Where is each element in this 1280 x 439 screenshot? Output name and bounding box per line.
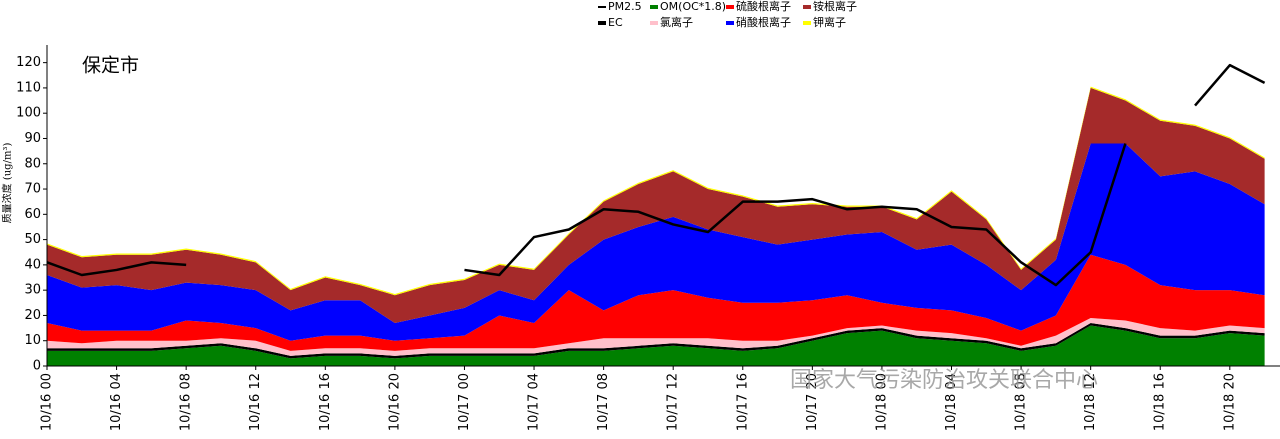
x-tick-label: 10/18 16 [1153, 373, 1168, 431]
x-tick-label: 10/17 04 [527, 373, 542, 431]
x-tick-label: 10/18 08 [1014, 373, 1029, 431]
areas [47, 86, 1265, 366]
x-tick-label: 10/18 12 [1083, 373, 1098, 431]
y-tick-label: 80 [24, 156, 41, 171]
x-tick-label: 10/16 12 [248, 373, 263, 431]
x-tick-label: 10/18 20 [1222, 373, 1237, 431]
watermark: 国家大气污染防治攻关联合中心 [790, 368, 1098, 393]
y-tick-label: 90 [24, 131, 41, 146]
line [46, 63, 1266, 287]
x-tick-label: 10/17 20 [805, 373, 820, 431]
x-tick-label: 10/16 00 [40, 373, 55, 431]
x-tick-label: 10/17 16 [735, 373, 750, 431]
legend-label: 钾离子 [813, 15, 846, 29]
y-tick-label: 110 [16, 80, 41, 95]
x-tick-label: 10/17 12 [666, 373, 681, 431]
y-tick-label: 120 [16, 55, 41, 70]
x-tick-label: 10/16 16 [318, 373, 333, 431]
y-tick-label: 60 [24, 207, 41, 222]
y-tick-label: 0 [33, 359, 41, 374]
x-tick-label: 10/17 00 [457, 373, 472, 431]
chart-title: 保定市 [82, 55, 139, 77]
y-tick-label: 40 [24, 257, 41, 272]
y-tick-label: 10 [24, 333, 41, 348]
x-tick-label: 10/18 00 [874, 373, 889, 431]
area [47, 254, 1265, 351]
axes: 0 10 20 30 40 50 60 70 80 90 100 110 120 10/16 00 10/1… [16, 0, 1280, 431]
x-tick-label: 10/17 08 [596, 373, 611, 431]
legend-label: 硝酸根离子 [736, 15, 791, 29]
area [47, 143, 1265, 341]
legend-label: 硫酸根离子 [736, 0, 791, 13]
legend-label: 氯离子 [660, 15, 693, 29]
x-tick-label: 10/16 08 [179, 373, 194, 431]
legend-label: 铵根离子 [813, 0, 857, 13]
y-tick-label: 30 [24, 283, 41, 298]
y-tick-label: 70 [24, 182, 41, 197]
area [47, 87, 1265, 324]
y-axis-label: 质量浓度 (ug/m³) [1, 143, 14, 224]
y-tick-label: 100 [16, 106, 41, 121]
y-tick-label: 50 [24, 232, 41, 247]
legend-label: EC [608, 16, 623, 29]
x-tick-label: 10/18 04 [944, 373, 959, 431]
legend-label: OM(OC*1.8) [660, 0, 726, 13]
y-tick-label: 20 [24, 308, 41, 323]
x-tick-label: 10/16 04 [109, 373, 124, 431]
legend-label: PM2.5 [608, 0, 642, 13]
x-tick-label: 10/16 20 [387, 373, 402, 431]
lines [46, 63, 1266, 287]
